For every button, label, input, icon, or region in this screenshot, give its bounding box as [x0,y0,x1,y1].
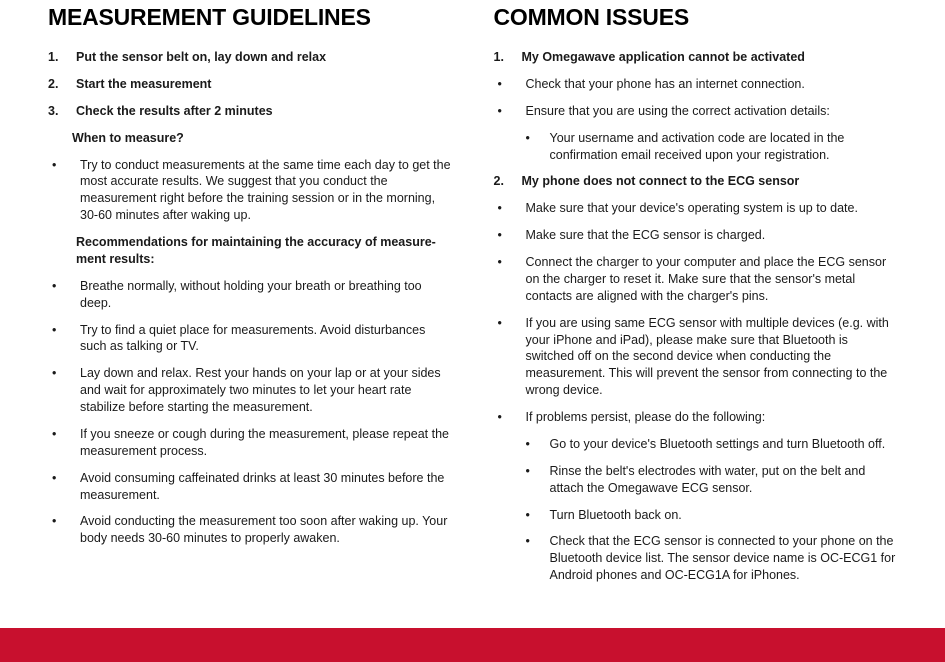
bullet-icon: • [498,103,514,120]
bullet-text: Make sure that your device's operating s… [526,200,898,217]
bullet-text: Try to find a quiet place for measuremen… [80,322,452,356]
list-item: • Make sure that the ECG sensor is charge… [494,227,898,244]
sub-list-item: • Go to your device's Bluetooth settings … [526,436,898,453]
bullet-icon: • [498,227,514,244]
bullet-icon: • [52,157,68,225]
sub-list-item: • Your username and activation code are l… [526,130,898,164]
sub-list-item: • Turn Bluetooth back on. [526,507,898,524]
bullet-icon: • [52,278,68,312]
step-number: 1. [48,49,64,66]
bullet-text: Breathe normally, without holding your b… [80,278,452,312]
bullet-icon: • [52,365,68,416]
sub-list-item: •Check that the ECG sensor is connected … [526,533,898,584]
sub-list-item: • Rinse the belt's electrodes with water,… [526,463,898,497]
bullet-icon: • [498,76,514,93]
issue-number: 1. [494,49,510,66]
step-text: Put the sensor belt on, lay down and rel… [76,49,326,66]
bullet-icon: • [526,507,538,524]
bullet-icon: • [498,409,514,426]
issue-number: 2. [494,173,510,190]
issue-title: My Omegawave application cannot be activ… [522,49,805,66]
bullet-text: Check that the ECG sensor is connected t… [550,533,898,584]
bullet-icon: • [498,254,514,305]
list-item: • Ensure that you are using the correct a… [494,103,898,120]
bullet-text: Connect the charger to your computer and… [526,254,898,305]
list-item: •Connect the charger to your computer an… [494,254,898,305]
bullet-icon: • [498,315,514,399]
list-item: • If problems persist, please do the foll… [494,409,898,426]
bullet-icon: • [498,200,514,217]
bullet-icon: • [526,463,538,497]
bullet-icon: • [526,130,538,164]
step-text: Check the results after 2 minutes [76,103,273,120]
step-item: 2. Start the measurement [48,76,452,93]
bullet-text: Avoid conducting the measurement too soo… [80,513,452,547]
step-number: 3. [48,103,64,120]
bullet-icon: • [526,533,538,584]
bullet-icon: • [52,470,68,504]
step-item: 3. Check the results after 2 minutes [48,103,452,120]
bullet-text: Check that your phone has an internet co… [526,76,898,93]
when-heading: When to measure? [72,130,452,147]
right-column: COMMON ISSUES 1. My Omegawave applicatio… [494,0,898,628]
list-item: • Avoid conducting the measurement too so… [48,513,452,547]
footer-bar [0,628,945,662]
left-title: MEASUREMENT GUIDELINES [48,4,452,31]
bullet-text: Ensure that you are using the correct ac… [526,103,898,120]
bullet-text: If problems persist, please do the follo… [526,409,898,426]
list-item: • Check that your phone has an internet c… [494,76,898,93]
issue-heading: 2. My phone does not connect to the ECG … [494,173,898,190]
bullet-text: Turn Bluetooth back on. [550,507,898,524]
list-item: • Try to find a quiet place for measureme… [48,322,452,356]
bullet-text: Lay down and relax. Rest your hands on y… [80,365,452,416]
bullet-text: Try to conduct measurements at the same … [80,157,452,225]
recommendations-heading: Recommendations for maintaining the accu… [76,234,452,268]
list-item: •Lay down and relax. Rest your hands on … [48,365,452,416]
step-item: 1. Put the sensor belt on, lay down and … [48,49,452,66]
bullet-text: If you are using same ECG sensor with mu… [526,315,898,399]
issue-heading: 1. My Omegawave application cannot be ac… [494,49,898,66]
bullet-text: Rinse the belt's electrodes with water, … [550,463,898,497]
list-item: • If you sneeze or cough during the measu… [48,426,452,460]
bullet-text: Go to your device's Bluetooth settings a… [550,436,898,453]
step-number: 2. [48,76,64,93]
list-item: •If you are using same ECG sensor with m… [494,315,898,399]
list-item: • Try to conduct measurements at the sam… [48,157,452,225]
page-content: MEASUREMENT GUIDELINES 1. Put the sensor… [0,0,945,628]
right-title: COMMON ISSUES [494,4,898,31]
list-item: • Breathe normally, without holding your … [48,278,452,312]
left-column: MEASUREMENT GUIDELINES 1. Put the sensor… [48,0,452,628]
bullet-text: Avoid consuming caffeinated drinks at le… [80,470,452,504]
list-item: • Make sure that your device's operating … [494,200,898,217]
bullet-icon: • [526,436,538,453]
bullet-icon: • [52,513,68,547]
bullet-icon: • [52,322,68,356]
issue-title: My phone does not connect to the ECG sen… [522,173,800,190]
step-text: Start the measurement [76,76,211,93]
bullet-text: If you sneeze or cough during the measur… [80,426,452,460]
list-item: • Avoid consuming caffeinated drinks at l… [48,470,452,504]
bullet-text: Your username and activation code are lo… [550,130,898,164]
bullet-text: Make sure that the ECG sensor is charged… [526,227,898,244]
bullet-icon: • [52,426,68,460]
